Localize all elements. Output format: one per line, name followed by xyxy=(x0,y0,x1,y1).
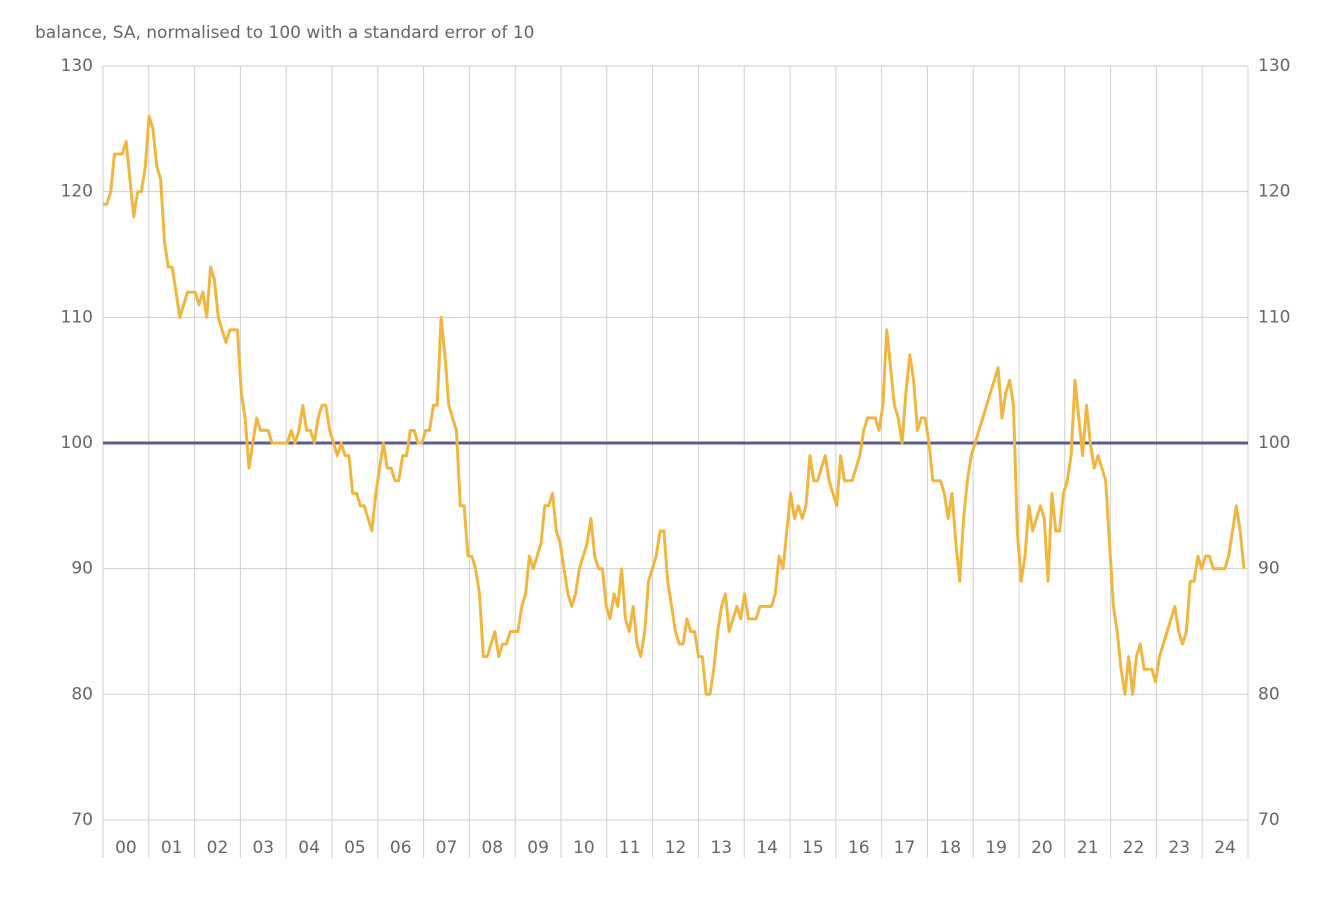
x-tick-label: 01 xyxy=(161,838,183,858)
x-tick-label: 02 xyxy=(207,838,229,858)
y-tick-label: 90 xyxy=(71,559,93,579)
y-tick-label: 110 xyxy=(61,307,93,327)
x-tick-label: 15 xyxy=(802,838,824,858)
x-tick-label: 04 xyxy=(298,838,320,858)
y-tick-label: 130 xyxy=(61,56,93,76)
y2-tick-label: 110 xyxy=(1258,307,1290,327)
x-tick-label: 12 xyxy=(665,838,687,858)
x-tick-label: 23 xyxy=(1168,838,1190,858)
x-tick-label: 13 xyxy=(710,838,732,858)
y-tick-label: 70 xyxy=(71,810,93,830)
x-tick-label: 11 xyxy=(619,838,641,858)
y-tick-label: 120 xyxy=(61,182,93,202)
data-line xyxy=(103,114,1246,696)
x-tick-label: 22 xyxy=(1123,838,1145,858)
y2-tick-label: 100 xyxy=(1258,433,1290,453)
x-tick-label: 10 xyxy=(573,838,595,858)
x-tick-label: 18 xyxy=(939,838,961,858)
x-tick-label: 21 xyxy=(1077,838,1099,858)
y2-tick-label: 90 xyxy=(1258,559,1280,579)
x-tick-label: 14 xyxy=(756,838,778,858)
x-tick-label: 08 xyxy=(481,838,503,858)
y2-tick-label: 130 xyxy=(1258,56,1290,76)
x-tick-label: 19 xyxy=(985,838,1007,858)
chart-subtitle: balance, SA, normalised to 100 with a st… xyxy=(35,23,534,43)
x-tick-label: 07 xyxy=(436,838,458,858)
x-tick-label: 17 xyxy=(894,838,916,858)
x-tick-label: 05 xyxy=(344,838,366,858)
y-tick-label: 100 xyxy=(61,433,93,453)
x-tick-label: 24 xyxy=(1214,838,1236,858)
y-tick-label: 80 xyxy=(71,684,93,704)
y2-tick-label: 120 xyxy=(1258,182,1290,202)
x-tick-label: 20 xyxy=(1031,838,1053,858)
x-tick-label: 06 xyxy=(390,838,412,858)
x-tick-label: 09 xyxy=(527,838,549,858)
x-tick-label: 00 xyxy=(115,838,137,858)
y2-tick-label: 80 xyxy=(1258,684,1280,704)
x-tick-label: 16 xyxy=(848,838,870,858)
y2-tick-label: 70 xyxy=(1258,810,1280,830)
x-tick-label: 03 xyxy=(252,838,274,858)
